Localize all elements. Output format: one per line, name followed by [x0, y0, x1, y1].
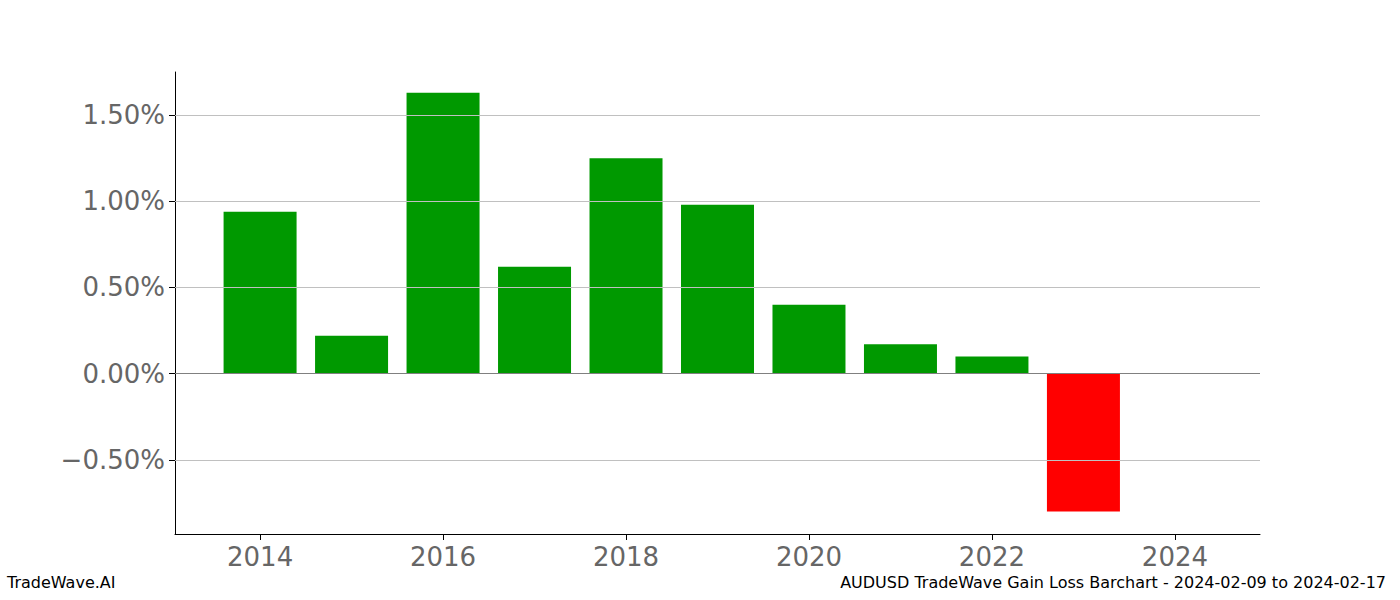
svg-text:2024: 2024: [1142, 542, 1208, 572]
svg-text:AUDUSD TradeWave Gain Loss Bar: AUDUSD TradeWave Gain Loss Barchart - 20…: [840, 573, 1386, 592]
svg-text:2022: 2022: [959, 542, 1025, 572]
svg-text:−0.50%: −0.50%: [61, 445, 165, 475]
svg-text:2020: 2020: [776, 542, 842, 572]
svg-text:1.50%: 1.50%: [82, 100, 165, 130]
svg-text:2018: 2018: [593, 542, 659, 572]
svg-text:2014: 2014: [227, 542, 293, 572]
svg-text:2016: 2016: [410, 542, 476, 572]
svg-text:0.00%: 0.00%: [82, 359, 165, 389]
svg-text:0.50%: 0.50%: [82, 272, 165, 302]
svg-text:1.00%: 1.00%: [82, 186, 165, 216]
svg-text:TradeWave.AI: TradeWave.AI: [6, 573, 115, 592]
